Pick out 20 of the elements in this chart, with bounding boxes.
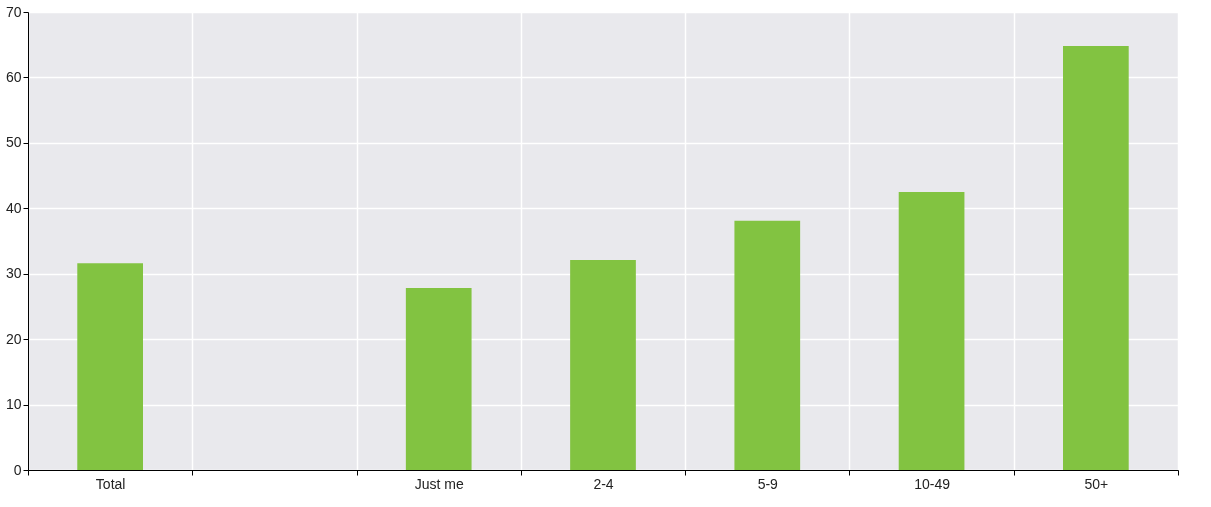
bar [77,263,143,470]
x-tick-label: 10-49 [914,475,951,492]
x-tick-label: 2-4 [593,475,614,492]
y-tick-label: 30 [5,265,22,282]
y-tick-label: 10 [5,396,22,413]
bar [734,220,801,470]
x-tick-label: Total [95,475,126,492]
bar [405,288,472,470]
y-tick-label: 0 [13,461,22,478]
bar [570,259,636,470]
bar [1063,46,1129,470]
x-tick-label: 5-9 [757,475,779,492]
x-tick-label: Just me [414,475,464,492]
y-tick-label: 20 [5,330,22,347]
y-tick-label: 40 [5,199,22,216]
y-tick-label: 50 [5,134,22,151]
x-tick-label: 50+ [1084,475,1109,492]
y-tick-label: 70 [5,3,22,20]
y-tick-label: 60 [5,68,22,85]
bar [898,191,965,470]
